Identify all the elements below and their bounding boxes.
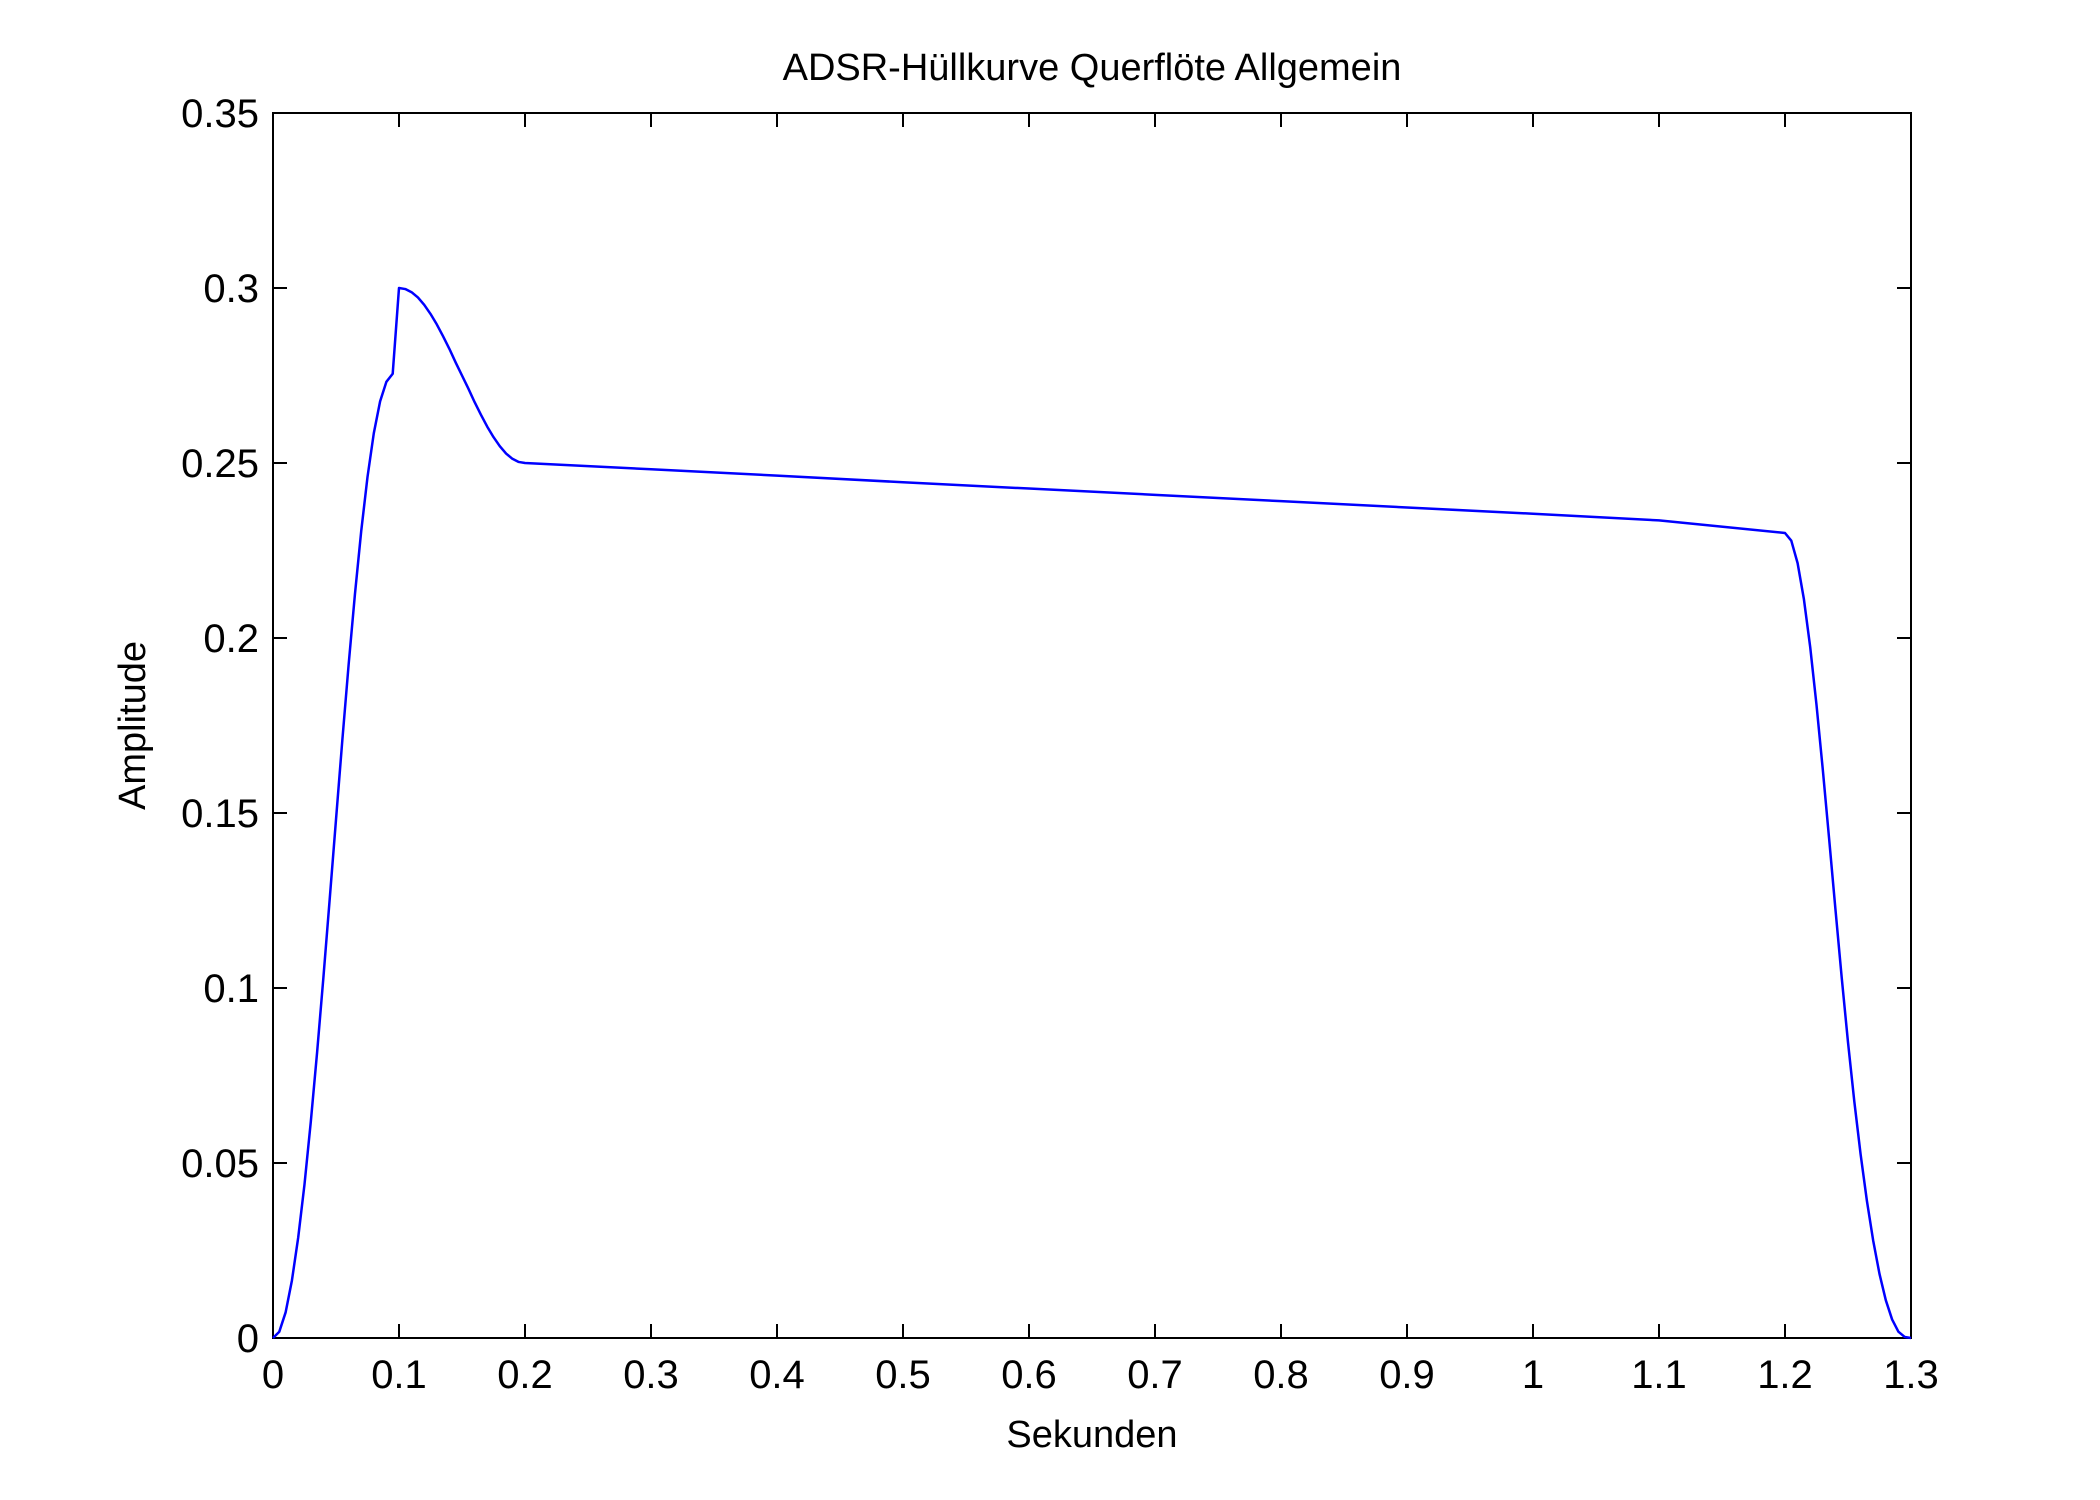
y-axis-title: Amplitude bbox=[112, 641, 154, 810]
chart-title: ADSR-Hüllkurve Querflöte Allgemein bbox=[783, 47, 1402, 89]
x-tick-label: 0.6 bbox=[1001, 1353, 1057, 1397]
y-axis-ticks: 0 0.05 0.1 0.15 0.2 0.25 0.3 0.35 bbox=[181, 92, 1911, 1361]
plot-area: 0 0.1 0.2 0.3 0.4 0.5 0.6 0.7 0.8 0.9 1 1.1 1.2 1.3 0… bbox=[181, 92, 1939, 1397]
axes-box bbox=[272, 112, 1912, 1339]
x-tick-label: 0 bbox=[262, 1353, 284, 1397]
x-tick-label: 1 bbox=[1522, 1353, 1544, 1397]
x-tick-label: 0.9 bbox=[1379, 1353, 1435, 1397]
x-axis-ticks: 0 0.1 0.2 0.3 0.4 0.5 0.6 0.7 0.8 0.9 1 1.1 1.2 1.3 bbox=[262, 113, 1939, 1397]
x-tick-label: 0.7 bbox=[1127, 1353, 1183, 1397]
x-tick-label: 1.3 bbox=[1883, 1353, 1939, 1397]
y-tick-label: 0.25 bbox=[181, 442, 259, 486]
x-axis-title: Sekunden bbox=[1006, 1414, 1177, 1456]
y-tick-label: 0.2 bbox=[203, 617, 259, 661]
y-tick-label: 0.1 bbox=[203, 967, 259, 1011]
y-tick-label: 0 bbox=[237, 1317, 259, 1361]
series-group bbox=[272, 286, 1912, 1340]
y-tick-label: 0.3 bbox=[203, 267, 259, 311]
y-tick-label: 0.15 bbox=[181, 792, 259, 836]
x-tick-label: 0.1 bbox=[371, 1353, 427, 1397]
x-tick-label: 0.5 bbox=[875, 1353, 931, 1397]
x-tick-label: 1.1 bbox=[1631, 1353, 1687, 1397]
x-tick-label: 0.2 bbox=[497, 1353, 553, 1397]
x-tick-label: 0.8 bbox=[1253, 1353, 1309, 1397]
x-tick-label: 1.2 bbox=[1757, 1353, 1813, 1397]
y-tick-label: 0.35 bbox=[181, 92, 259, 136]
y-tick-label: 0.05 bbox=[181, 1142, 259, 1186]
series-line bbox=[272, 286, 1912, 1340]
x-tick-label: 0.4 bbox=[749, 1353, 805, 1397]
x-tick-label: 0.3 bbox=[623, 1353, 679, 1397]
